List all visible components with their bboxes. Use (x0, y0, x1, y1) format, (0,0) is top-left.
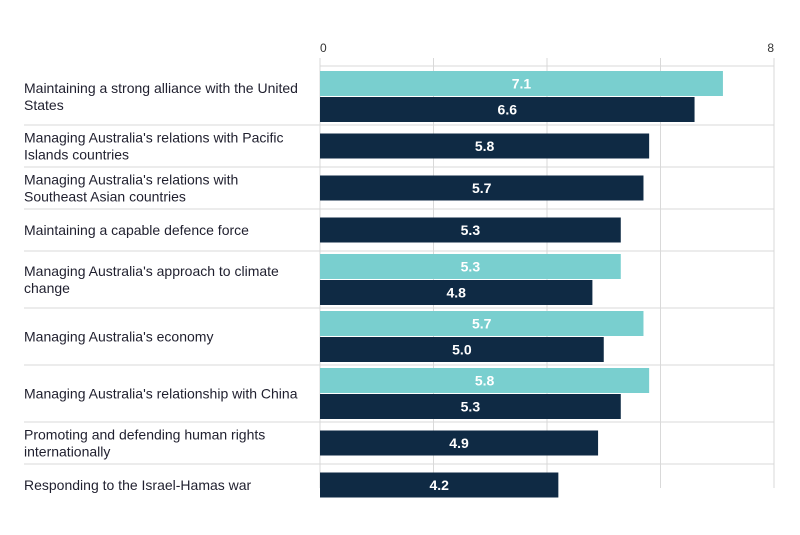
bar-value-label: 5.3 (461, 222, 481, 238)
bar-dark (320, 133, 650, 159)
bar-dark (320, 217, 621, 243)
category-label: Managing Australia's economy (24, 329, 213, 345)
category-label: Managing Australia's relationship with C… (24, 386, 298, 402)
category-label-line: Promoting and defending human rights (24, 427, 265, 443)
bar-value-label: 5.3 (461, 399, 481, 415)
category-labels: Maintaining a strong alliance with the U… (24, 80, 298, 493)
bar-dark (320, 280, 593, 305)
row-separators (24, 124, 774, 465)
bar-dark (320, 97, 695, 122)
category-label-line: Maintaining a capable defence force (24, 222, 249, 238)
bar-value-label: 5.8 (475, 138, 495, 154)
category-label-line: Southeast Asian countries (24, 189, 186, 205)
bar-value-label: 6.6 (498, 102, 518, 118)
bar-value-label: 5.0 (452, 342, 472, 358)
bar-dark (320, 430, 599, 456)
category-label-line: internationally (24, 444, 110, 460)
category-label: Maintaining a capable defence force (24, 222, 249, 238)
category-label-line: Managing Australia's economy (24, 329, 213, 345)
category-label-line: change (24, 280, 70, 296)
category-label-line: Responding to the Israel-Hamas war (24, 477, 252, 493)
category-label-line: Managing Australia's approach to climate (24, 263, 279, 279)
category-label-line: Managing Australia's relationship with C… (24, 386, 298, 402)
category-label: Responding to the Israel-Hamas war (24, 477, 252, 493)
bar-light (320, 368, 650, 393)
bar-dark (320, 175, 644, 201)
bar-value-label: 5.8 (475, 373, 495, 389)
category-label: Managing Australia's approach to climate… (24, 263, 279, 296)
category-label-line: Managing Australia's relations with Paci… (24, 130, 283, 146)
bar-value-label: 7.1 (512, 76, 532, 92)
bar-value-label: 5.3 (461, 259, 481, 275)
category-label: Managing Australia's relations with Paci… (24, 130, 283, 163)
bar-value-label: 5.7 (472, 180, 492, 196)
bar-dark (320, 472, 559, 498)
category-label-line: Managing Australia's relations with (24, 172, 238, 188)
category-label: Managing Australia's relations with South… (24, 172, 238, 205)
category-label-line: Islands countries (24, 147, 129, 163)
x-tick-label: 0 (320, 41, 327, 55)
bar-light (320, 311, 644, 336)
bar-value-label: 4.9 (449, 435, 469, 451)
bar-value-label: 4.2 (429, 477, 449, 493)
x-tick-label: 8 (767, 41, 774, 55)
bar-value-label: 4.8 (446, 285, 466, 301)
bars-layer: 7.16.65.85.75.35.34.85.75.05.85.34.94.2 (320, 71, 723, 498)
category-label-line: States (24, 97, 64, 113)
bar-light (320, 71, 723, 96)
category-label: Maintaining a strong alliance with the U… (24, 80, 298, 113)
bar-value-label: 5.7 (472, 316, 492, 332)
bar-dark (320, 337, 604, 362)
bar-dark (320, 394, 621, 419)
category-label: Promoting and defending human rights inte… (24, 427, 265, 460)
category-label-line: Maintaining a strong alliance with the U… (24, 80, 298, 96)
bar-light (320, 254, 621, 279)
